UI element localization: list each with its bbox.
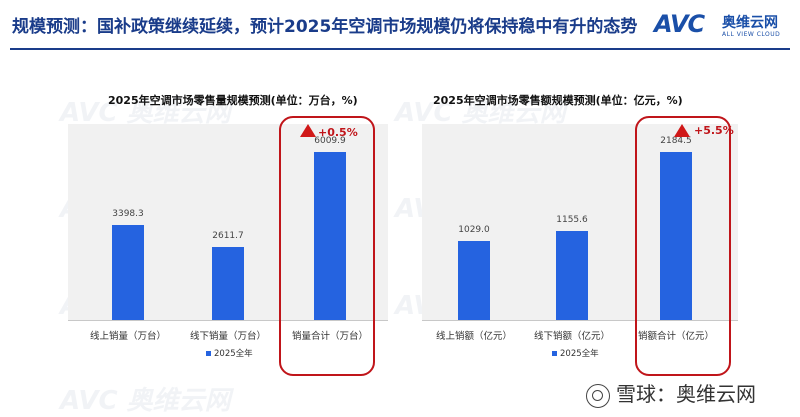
bar	[556, 231, 588, 320]
logo-english: ALL VIEW CLOUD	[722, 31, 781, 38]
xueqiu-icon	[586, 383, 610, 408]
legend-label: 2025全年	[214, 349, 253, 359]
legend-swatch	[552, 351, 557, 356]
legend: 2025全年	[206, 347, 253, 359]
page-title: 规模预测：国补政策继续延续，预计2025年空调市场规模仍将保持稳中有升的态势	[12, 17, 638, 37]
x-tick-label: 销量合计（万台）	[291, 331, 368, 342]
title-divider	[10, 48, 790, 50]
data-label: 2184.5	[660, 136, 692, 147]
avc-logo: AVC 奥维云网 ALL VIEW CLOUD	[654, 10, 794, 44]
highlight-box	[279, 116, 375, 376]
growth-label: +5.5%	[694, 124, 734, 137]
data-label: 6009.9	[314, 135, 346, 146]
growth-up-icon	[674, 124, 690, 137]
data-label: 1029.0	[458, 224, 490, 235]
growth-label: +0.5%	[318, 126, 358, 139]
bar	[458, 240, 490, 320]
watermark: AVC 奥维云网	[60, 98, 231, 128]
x-tick-label: 线上销额（亿元）	[435, 331, 512, 342]
bar	[314, 151, 346, 320]
bar	[112, 224, 144, 320]
watermark: AVC 奥维云网	[395, 98, 566, 128]
x-axis-line	[68, 320, 388, 321]
watermark: AVC 奥维云网	[60, 386, 231, 416]
logo-wordmark: AVC	[654, 10, 705, 38]
bar	[660, 152, 692, 320]
footer-source: 雪球：奥维云网	[586, 378, 756, 408]
chart-title: 2025年空调市场零售量规模预测(单位：万台，%)	[108, 94, 358, 107]
x-tick-label: 线下销量（万台）	[189, 331, 266, 342]
data-label: 3398.3	[112, 208, 144, 219]
x-tick-label: 线下销额（亿元）	[533, 331, 610, 342]
chart-title: 2025年空调市场零售额规模预测(单位：亿元，%)	[433, 94, 683, 107]
legend: 2025全年	[552, 347, 599, 359]
bar	[212, 246, 244, 320]
data-label: 2611.7	[212, 230, 244, 241]
growth-up-icon	[300, 124, 316, 137]
x-axis-line	[422, 320, 738, 321]
x-tick-label: 销额合计（亿元）	[637, 331, 714, 342]
data-label: 1155.6	[556, 215, 588, 226]
legend-swatch	[206, 351, 211, 356]
footer-text: 雪球：奥维云网	[616, 382, 756, 406]
highlight-box	[635, 116, 731, 376]
legend-label: 2025全年	[560, 349, 599, 359]
x-tick-label: 线上销量（万台）	[89, 331, 166, 342]
logo-chinese: 奥维云网	[722, 15, 778, 31]
